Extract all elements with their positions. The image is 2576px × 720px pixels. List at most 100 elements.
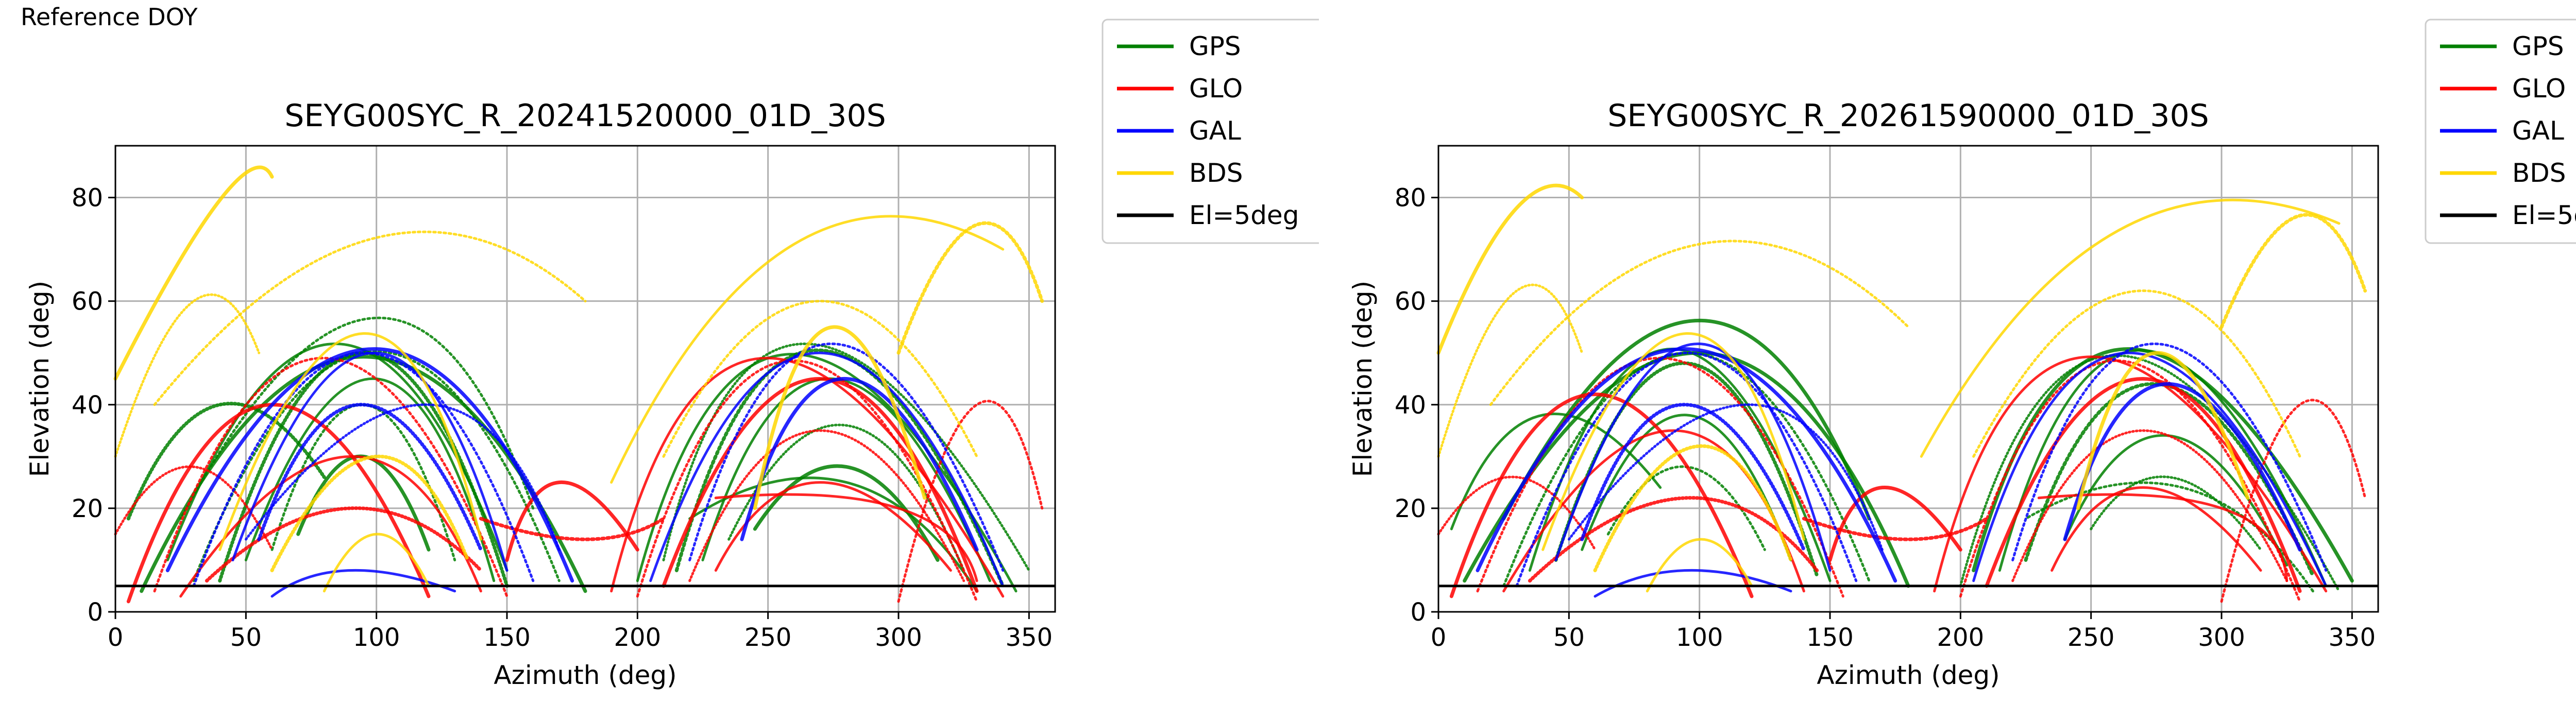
track-gal bbox=[740, 376, 979, 552]
y-tick-label: 80 bbox=[1395, 184, 1426, 213]
track-bds bbox=[2219, 213, 2367, 329]
track-gps bbox=[126, 402, 326, 521]
track-gps bbox=[753, 464, 940, 562]
track-bds bbox=[1972, 289, 2301, 458]
track-glo bbox=[1802, 517, 1989, 541]
track-gal bbox=[1476, 347, 1897, 583]
track-bds bbox=[753, 325, 927, 510]
track-bds bbox=[896, 221, 1044, 355]
x-tick-label: 300 bbox=[875, 623, 922, 652]
x-tick-label: 0 bbox=[1431, 623, 1447, 652]
y-tick-label: 40 bbox=[1395, 391, 1426, 420]
track-gal bbox=[649, 351, 1005, 588]
track-glo bbox=[1828, 486, 1962, 562]
legend-entry: GAL bbox=[1189, 116, 1241, 146]
track-bds bbox=[2076, 351, 2250, 510]
track-glo bbox=[1985, 377, 2302, 593]
track-glo bbox=[897, 400, 1044, 603]
track-glo bbox=[1959, 359, 2301, 603]
track-bds bbox=[1437, 283, 1584, 458]
track-bds bbox=[1646, 538, 1753, 593]
x-tick-label: 100 bbox=[1676, 623, 1723, 652]
track-gps bbox=[674, 348, 1005, 588]
track-bds bbox=[218, 332, 482, 551]
legend-entry: El=5deg bbox=[1189, 200, 1299, 230]
track-bds bbox=[1920, 198, 2341, 458]
chart-title: SEYG00SYC_R_20241520000_01D_30S bbox=[284, 98, 886, 134]
track-gal bbox=[1580, 403, 1806, 552]
x-tick-label: 50 bbox=[1553, 623, 1585, 652]
chart-panel-right: SEYG00SYC_R_20261590000_01D_30S 0 50 100 150… bbox=[1348, 19, 2576, 690]
x-tick-label: 250 bbox=[2067, 623, 2115, 652]
legend-entry: GLO bbox=[2512, 74, 2566, 104]
legend-entry: BDS bbox=[1189, 158, 1243, 188]
track-gps bbox=[2090, 475, 2262, 551]
track-glo bbox=[1437, 475, 1597, 551]
track-glo bbox=[153, 356, 509, 598]
y-tick-label: 20 bbox=[1395, 494, 1426, 523]
x-tick-label: 50 bbox=[230, 623, 262, 652]
track-bds bbox=[1436, 183, 1584, 355]
track-glo bbox=[205, 506, 483, 583]
track-gal bbox=[257, 403, 483, 552]
y-tick-label: 20 bbox=[72, 494, 103, 523]
track-bds bbox=[1541, 332, 1805, 551]
reference-doy-label: Reference DOY bbox=[21, 3, 198, 31]
x-tick-label: 300 bbox=[2198, 623, 2245, 652]
track-bds bbox=[114, 293, 261, 458]
track-bds bbox=[270, 454, 470, 573]
track-gal bbox=[1567, 403, 1884, 551]
track-bds bbox=[1489, 239, 1910, 406]
track-glo bbox=[2011, 429, 2289, 582]
chart-title: SEYG00SYC_R_20261590000_01D_30S bbox=[1607, 98, 2209, 134]
plot-frame bbox=[1437, 145, 2379, 613]
chart-panel-left: SEYG00SYC_R_20241520000_01D_30S 0 50 100 150… bbox=[25, 19, 1319, 690]
legend-entry: BDS bbox=[2512, 158, 2566, 188]
track-bds bbox=[610, 215, 1005, 484]
track-gps bbox=[688, 476, 978, 593]
y-tick-label: 40 bbox=[72, 391, 103, 420]
track-glo bbox=[479, 517, 666, 541]
x-tick-label: 150 bbox=[1806, 623, 1854, 652]
y-axis-label: Elevation (deg) bbox=[1348, 281, 1378, 477]
legend-entry: GPS bbox=[1189, 31, 1241, 61]
track-bds bbox=[323, 533, 430, 593]
x-tick-label: 350 bbox=[1006, 623, 1053, 652]
y-tick-label: 60 bbox=[72, 287, 103, 316]
track-gps bbox=[1502, 319, 1871, 521]
y-axis-label: Elevation (deg) bbox=[25, 281, 55, 477]
track-gal bbox=[688, 342, 1005, 572]
x-axis-label: Azimuth (deg) bbox=[1817, 660, 1999, 690]
track-gal bbox=[1972, 351, 2328, 588]
legend-entry: GPS bbox=[2512, 31, 2564, 61]
track-bds bbox=[662, 300, 978, 458]
track-bds bbox=[153, 230, 587, 406]
track-glo bbox=[714, 481, 952, 572]
track-bds bbox=[1593, 444, 1793, 573]
track-glo bbox=[1449, 392, 1754, 598]
x-tick-label: 0 bbox=[108, 623, 124, 652]
track-glo bbox=[662, 377, 979, 593]
x-tick-label: 100 bbox=[353, 623, 400, 652]
track-gal bbox=[1594, 569, 1792, 598]
x-tick-label: 150 bbox=[483, 623, 531, 652]
track-gal bbox=[2063, 382, 2302, 552]
x-tick-label: 350 bbox=[2329, 623, 2376, 652]
x-tick-label: 200 bbox=[614, 623, 662, 652]
legend-entry: GLO bbox=[1189, 74, 1243, 104]
x-tick-label: 200 bbox=[1937, 623, 1985, 652]
track-gal bbox=[1515, 351, 1858, 588]
legend-box bbox=[2425, 19, 2576, 244]
legend-entry: GAL bbox=[2512, 116, 2564, 146]
legend-entry: El=5deg bbox=[2512, 200, 2576, 230]
track-glo bbox=[2050, 486, 2262, 572]
track-bds bbox=[113, 165, 274, 381]
y-tick-label: 0 bbox=[87, 598, 103, 627]
track-glo bbox=[2220, 399, 2367, 603]
x-tick-label: 250 bbox=[744, 623, 792, 652]
y-tick-label: 60 bbox=[1395, 287, 1426, 316]
track-gal bbox=[165, 347, 574, 583]
track-gps bbox=[270, 403, 456, 561]
track-glo bbox=[2037, 493, 2289, 582]
y-tick-label: 0 bbox=[1410, 598, 1426, 627]
